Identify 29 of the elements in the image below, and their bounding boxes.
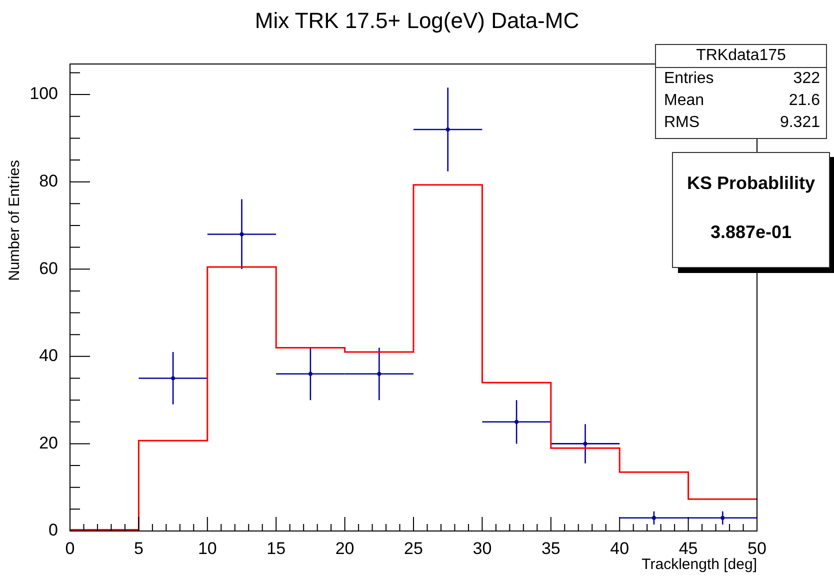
y-tick-label: 60 [39, 258, 58, 278]
annotation: RMS [664, 113, 700, 133]
x-tick-label: 15 [266, 538, 286, 558]
annotation: TRKdata175 [656, 45, 826, 68]
y-tick-label: 20 [39, 433, 58, 452]
x-tick-label: 35 [541, 538, 560, 558]
x-tick-label: 5 [134, 538, 144, 558]
y-tick-label: 100 [30, 84, 58, 104]
y-tick-label: 40 [39, 346, 58, 366]
annotation: 3.887e-01 [709, 222, 793, 243]
text: 9.321 [780, 114, 820, 131]
text: 322 [793, 70, 820, 87]
annotation: Entries [664, 69, 714, 89]
x-tick-label: 0 [65, 538, 75, 558]
annotation: Mean [664, 91, 704, 111]
x-tick-label: 10 [198, 538, 217, 558]
y-axis-title: Number of Entries [6, 160, 23, 281]
x-axis-title: Tracklength [deg] [642, 556, 757, 573]
x-tick-label: 40 [610, 538, 630, 558]
chart-title: Mix TRK 17.5+ Log(eV) Data-MC [254, 8, 580, 34]
y-tick-label: 80 [39, 172, 58, 191]
x-tick-label: 50 [748, 538, 766, 558]
x-tick-label: 25 [404, 538, 423, 558]
annotation: KS Probablility [686, 173, 816, 194]
y-tick-label: 0 [48, 520, 58, 540]
x-tick-label: 45 [678, 538, 698, 558]
text: 21.6 [788, 92, 820, 109]
x-tick-label: 20 [335, 538, 354, 558]
x-tick-label: 30 [472, 538, 492, 558]
